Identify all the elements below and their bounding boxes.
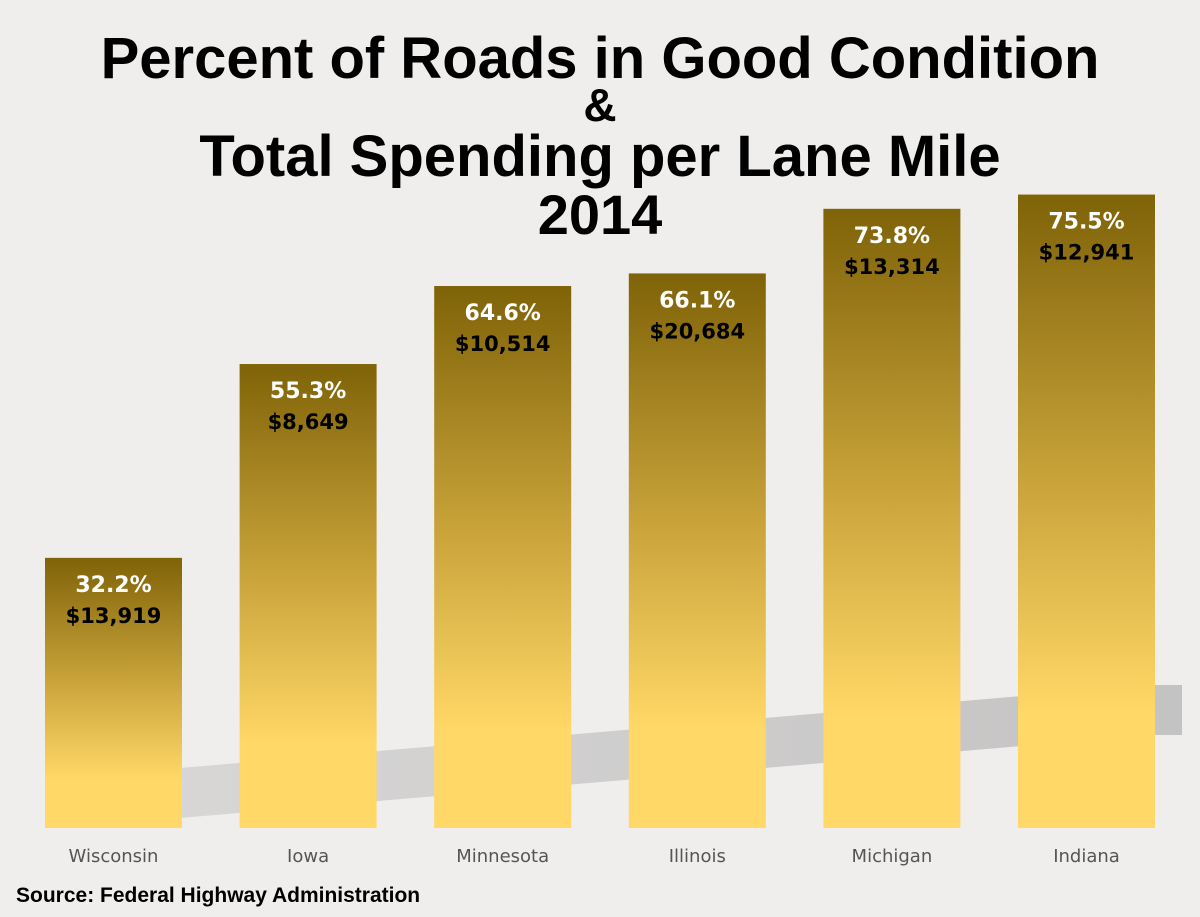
- category-label: Indiana: [1053, 846, 1120, 867]
- bar-minnesota: [434, 286, 572, 829]
- percent-label: 55.3%: [270, 379, 346, 404]
- category-label: Illinois: [669, 846, 726, 867]
- title-line-3: Total Spending per Lane Mile: [199, 124, 1001, 189]
- spending-label: $12,941: [1039, 241, 1135, 265]
- bar-iowa: [239, 364, 377, 828]
- percent-label: 64.6%: [465, 301, 541, 326]
- bar-wisconsin: [45, 557, 182, 828]
- percent-label: 73.8%: [854, 224, 930, 249]
- percent-label: 75.5%: [1048, 210, 1124, 235]
- bar-indiana: [1018, 194, 1155, 828]
- percent-label: 32.2%: [75, 573, 151, 598]
- title-line-1: Percent of Roads in Good Condition: [100, 26, 1100, 91]
- percent-label: 66.1%: [659, 288, 735, 313]
- source-note: Source: Federal Highway Administration: [16, 884, 421, 907]
- spending-label: $13,314: [844, 255, 940, 279]
- category-label: Minnesota: [456, 846, 549, 867]
- spending-label: $13,919: [66, 604, 162, 628]
- category-label: Wisconsin: [69, 846, 159, 867]
- title-line-4: 2014: [537, 183, 663, 246]
- bar-illinois: [628, 273, 766, 828]
- category-label: Michigan: [852, 846, 933, 867]
- spending-label: $10,514: [455, 332, 551, 356]
- category-label: Iowa: [287, 846, 329, 867]
- title-line-2: &: [583, 79, 617, 131]
- spending-label: $8,649: [268, 410, 349, 434]
- bar-michigan: [823, 208, 961, 828]
- spending-label: $20,684: [649, 319, 745, 343]
